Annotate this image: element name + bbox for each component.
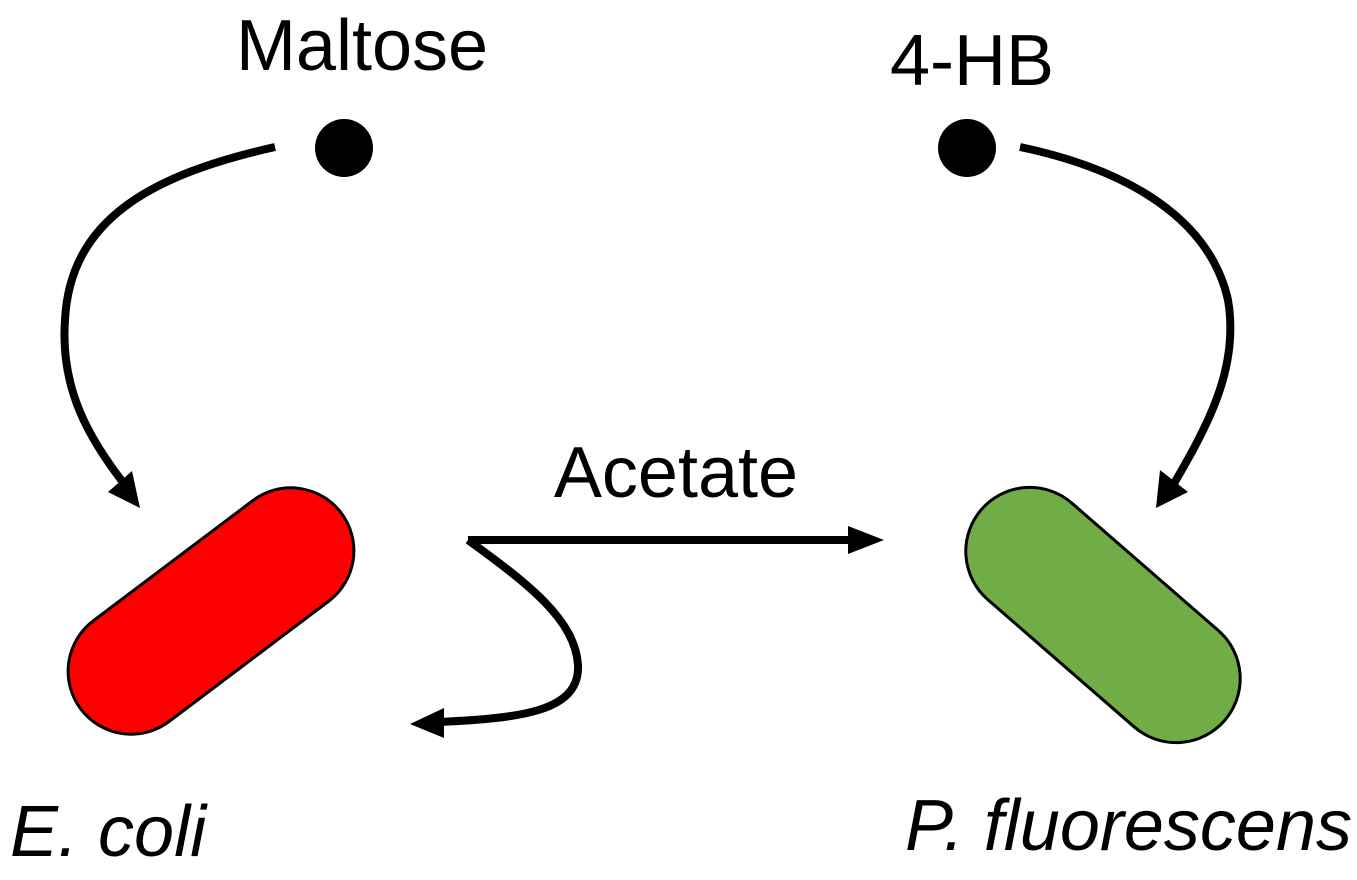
ecoli-cell (66, 486, 356, 736)
4hb-uptake-arrow (1019, 143, 1235, 490)
maltose-uptake-arrow (60, 143, 276, 488)
pfluorescens-label: P. fluorescens (905, 786, 1352, 866)
pfluorescens-cell-body (964, 485, 1242, 745)
acetate-export-arrowhead (848, 526, 884, 554)
acetate-reuse-arrow (439, 536, 583, 726)
4hb-uptake-arrowhead (1156, 470, 1188, 508)
ecoli-cell-body (66, 486, 356, 736)
ecoli-label: E. coli (10, 792, 208, 872)
acetate-reuse-arrowhead (410, 708, 444, 738)
4hb-dot (938, 119, 996, 177)
maltose-label: Maltose (236, 6, 488, 86)
acetate-label: Acetate (554, 433, 798, 513)
maltose-dot (315, 119, 373, 177)
maltose-uptake-arrowhead (108, 471, 140, 508)
4hb-label: 4-HB (890, 21, 1054, 101)
pfluorescens-cell (964, 485, 1242, 745)
